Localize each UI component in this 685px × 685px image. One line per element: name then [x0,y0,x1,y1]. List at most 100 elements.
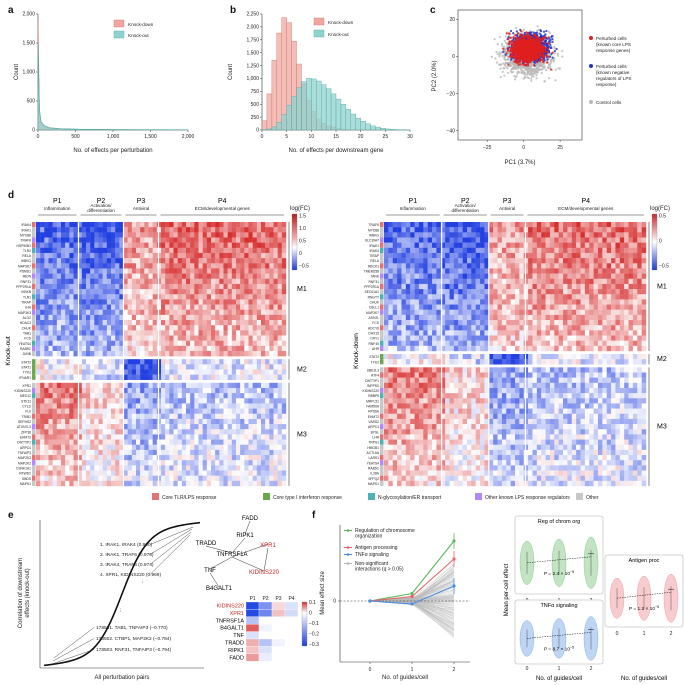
heatmap-cell [90,309,95,316]
heatmap-cell [169,252,174,259]
heatmap-cell [148,232,153,238]
heatmap-cell [161,237,166,243]
point-core [519,49,522,52]
heatmap-cell [36,263,41,269]
heatmap-cell [115,273,120,279]
heatmap-cell [265,273,270,279]
heatmap-cell [169,222,174,228]
y-tick-label-b: 250 [251,115,260,121]
heatmap-cell [265,268,270,274]
heatmap-cell [190,242,195,248]
heatmap-cell [56,309,62,316]
heatmap-cell [215,237,220,243]
heatmap-cell [198,309,203,316]
heatmap-cell [261,304,266,310]
heatmap-cell [69,242,74,248]
heatmap-cell [152,252,158,259]
bar-knockout [325,88,332,131]
heatmap-cell [173,247,178,254]
heatmap-cell [127,309,133,316]
point-core [512,50,515,53]
heatmap-cell [65,258,70,264]
point-control [501,70,504,73]
heatmap-cell [240,227,245,233]
heatmap-cell [131,294,137,300]
heatmap-cell [261,268,266,274]
heatmap-cell [169,309,174,316]
point-core [528,59,531,62]
heatmap-cell [244,309,249,316]
heatmap-cell [44,252,49,259]
heatmap-cell [81,320,87,326]
heatmap-cell [169,232,174,238]
legend-knockout-swatch-b [313,29,325,38]
heatmap-cell [36,242,41,248]
heatmap-cell [219,242,224,248]
heatmap-cell [148,268,153,274]
heatmap-cell [281,314,287,321]
point-control [537,64,541,68]
heatmap-cell [73,294,78,300]
heatmap-cell [198,263,203,269]
x-tick-label-b: 30 [407,134,413,140]
heatmap-cell [36,247,41,254]
heatmap-cell [81,299,87,305]
heatmap-cell [190,222,195,228]
heatmap-cell [148,227,153,233]
heatmap-cell [148,258,153,264]
heatmap-cell [273,304,278,310]
heatmap-cell [73,237,78,243]
heatmap-cell [211,263,216,269]
heatmap-cell [115,258,120,264]
point-control [523,71,526,74]
heatmap-cell [227,299,233,305]
heatmap-cell [65,299,70,305]
heatmap-cell [202,222,208,228]
heatmap-cell [152,227,158,233]
heatmap-cell [261,309,266,316]
heatmap-cell [102,309,108,316]
heatmap-cell [190,283,195,290]
y-tick-label-b: 1,750 [246,37,259,43]
bar-knockdown [271,60,278,131]
point-core [510,39,514,42]
heatmap-cell [94,237,99,243]
point-core [541,54,545,57]
heatmap-cell [115,299,120,305]
heatmap-cell [52,232,58,238]
heatmap-cell [206,252,212,259]
heatmap-cell [111,304,116,310]
heatmap-cell [211,289,216,295]
point-control [553,57,556,60]
heatmap-cell [244,258,249,264]
heatmap-cell [86,299,91,305]
heatmap-cell [152,278,158,285]
heatmap-cell [227,227,233,233]
heatmap-cell [202,268,208,274]
heatmap-cell [277,252,283,259]
heatmap-cell [152,304,158,310]
heatmap-cell [177,247,183,254]
heatmap-cell [273,283,278,290]
heatmap-cell [190,320,195,326]
point-core [507,63,510,66]
heatmap-cell [261,314,266,321]
bar-knockdown [261,120,268,131]
heatmap-cell [202,309,208,316]
heatmap-cell [219,320,224,326]
heatmap-cell [148,237,153,243]
heatmap-cell [277,309,283,316]
point-control [535,71,538,74]
heatmap-cell [61,237,66,243]
bar-knockout [301,81,307,131]
heatmap-cell [240,304,245,310]
heatmap-cell [248,222,253,228]
gene-label: HDAC3 [20,321,31,325]
point-core [545,61,549,64]
heatmap-cell [252,309,258,316]
point-control [553,47,556,50]
heatmap-cell [273,232,278,238]
heatmap-cell [194,227,199,233]
heatmap-cell [81,222,87,228]
heatmap-cell [231,232,237,238]
